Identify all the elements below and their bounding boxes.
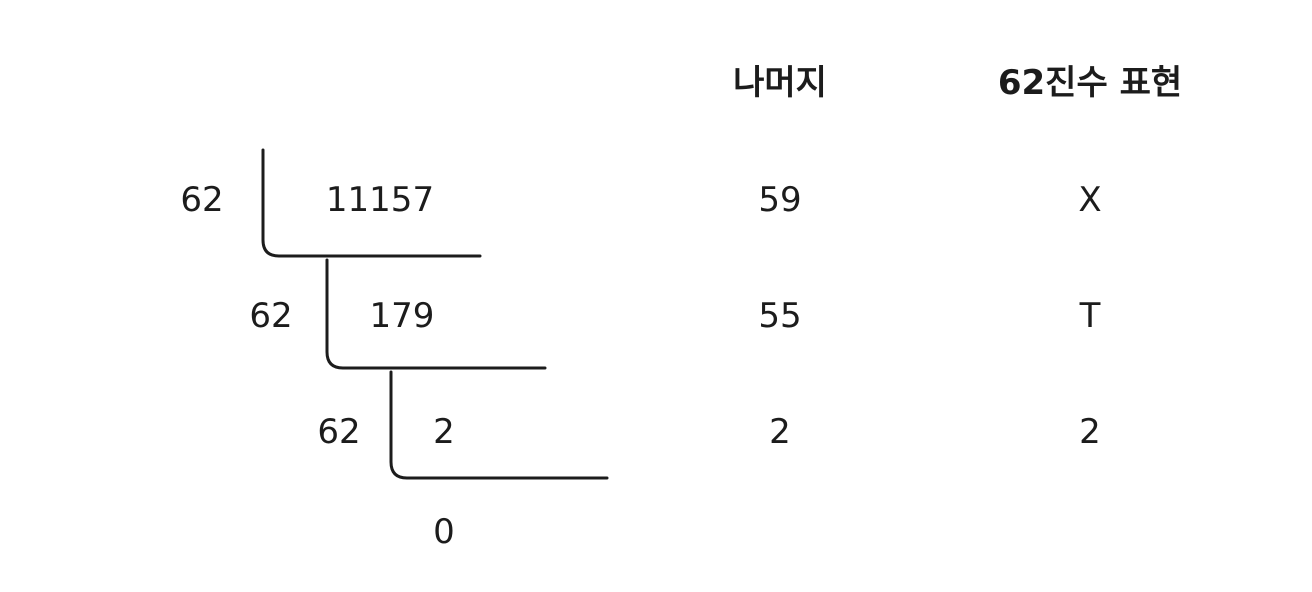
remainder-3: 2 [769, 412, 791, 452]
divisor-3: 62 [317, 412, 361, 452]
divisor-1: 62 [180, 180, 224, 220]
remainder-2: 55 [758, 296, 802, 336]
division-bracket-1 [261, 148, 482, 258]
division-bracket-3 [389, 370, 609, 480]
remainder-1: 59 [758, 180, 802, 220]
base62-digit-2: T [1079, 296, 1101, 336]
dividend-1: 11157 [325, 180, 435, 220]
final-quotient: 0 [433, 512, 455, 552]
dividend-3: 2 [433, 412, 455, 452]
remainder-header: 나머지 [733, 63, 827, 103]
base62-header: 62진수 표현 [997, 63, 1183, 103]
base62-digit-3: 2 [1079, 412, 1101, 452]
divisor-2: 62 [249, 296, 293, 336]
dividend-2: 179 [369, 296, 435, 336]
base62-digit-1: X [1078, 180, 1102, 220]
division-bracket-2 [325, 258, 547, 370]
